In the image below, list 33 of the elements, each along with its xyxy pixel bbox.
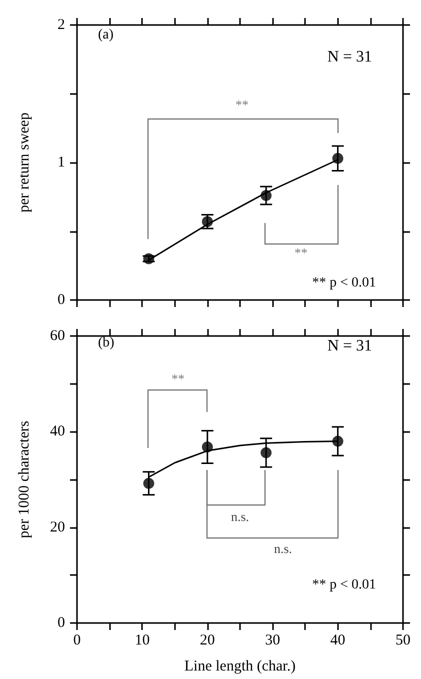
annotation: **: [172, 371, 184, 386]
y-tick-label: 1: [58, 154, 65, 170]
y-tick-label: 40: [50, 424, 65, 440]
y-tick-label: 0: [58, 292, 65, 308]
point: [260, 190, 272, 201]
x-tick-label: 10: [134, 632, 150, 648]
annotation: ** p < 0.01: [312, 578, 376, 592]
point: [332, 436, 344, 447]
annotation: **: [236, 97, 248, 112]
y-axis-title: per return sweep: [16, 112, 32, 212]
point: [202, 441, 213, 452]
annotation: (b): [98, 336, 115, 350]
x-tick-label: 30: [265, 632, 280, 648]
x-tick-label: 0: [73, 632, 81, 648]
y-tick-label: 20: [50, 519, 65, 536]
x-tick-label: 50: [396, 632, 410, 648]
annotation: ** p < 0.01: [312, 276, 376, 290]
annotation: n.s.: [230, 509, 250, 524]
annotation: **: [294, 245, 308, 260]
annotation: N = 31: [327, 338, 372, 354]
annotation: (a): [98, 28, 114, 42]
point: [143, 478, 154, 489]
x-tick-label: 20: [200, 632, 215, 648]
point: [332, 152, 344, 164]
y-axis-title: per 1000 characters: [16, 420, 32, 538]
y-tick-label: 60: [50, 328, 65, 344]
annotation: n.s.: [274, 541, 292, 556]
annotation: N = 31: [327, 48, 372, 66]
point: [260, 447, 272, 458]
x-tick-label: 40: [330, 632, 346, 648]
y-tick-label: 2: [58, 17, 65, 33]
y-tick-label: 0: [58, 615, 65, 631]
x-axis-title: Line length (char.): [184, 658, 296, 674]
